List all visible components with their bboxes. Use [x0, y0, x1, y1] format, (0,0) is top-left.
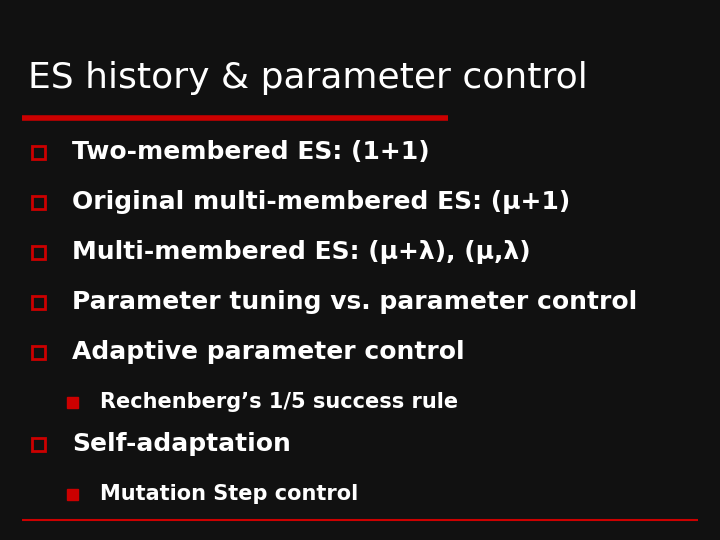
Text: Multi-membered ES: (μ+λ), (μ,λ): Multi-membered ES: (μ+λ), (μ,λ) — [72, 240, 531, 264]
Text: Adaptive parameter control: Adaptive parameter control — [72, 340, 464, 364]
Bar — [32, 246, 45, 259]
Bar — [32, 437, 45, 450]
Bar — [66, 396, 78, 408]
Bar — [32, 346, 45, 359]
Text: Self-adaptation: Self-adaptation — [72, 432, 291, 456]
Text: Parameter tuning vs. parameter control: Parameter tuning vs. parameter control — [72, 290, 637, 314]
Text: Rechenberg’s 1/5 success rule: Rechenberg’s 1/5 success rule — [100, 392, 458, 412]
Bar — [32, 195, 45, 208]
Bar — [32, 145, 45, 159]
Bar — [32, 295, 45, 308]
Text: ES history & parameter control: ES history & parameter control — [28, 61, 588, 95]
Text: Original multi-membered ES: (μ+1): Original multi-membered ES: (μ+1) — [72, 190, 570, 214]
Text: Mutation Step control: Mutation Step control — [100, 484, 359, 504]
Bar — [66, 489, 78, 500]
Text: Two-membered ES: (1+1): Two-membered ES: (1+1) — [72, 140, 430, 164]
